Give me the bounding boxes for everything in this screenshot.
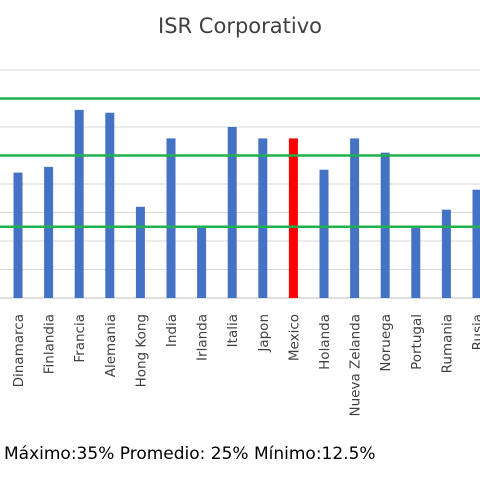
bar-mexico <box>288 138 298 298</box>
category-label: Nueva Zelanda <box>348 314 364 417</box>
bar-rusia <box>472 189 480 298</box>
category-label: Mexico <box>286 314 302 361</box>
category-label: Noruega <box>378 314 394 372</box>
bar-portugal <box>411 226 421 298</box>
summary-text: Máximo:35% Promedio: 25% Mínimo:12.5% <box>4 444 376 464</box>
gridlines <box>0 69 480 299</box>
bars <box>13 109 480 299</box>
bar-dinamarca <box>13 172 23 298</box>
bar-alemania <box>105 112 115 298</box>
category-label: Irlanda <box>195 314 211 361</box>
bar-holanda <box>319 169 329 298</box>
bar-francia <box>74 109 84 299</box>
bar-finlandia <box>44 166 54 298</box>
category-label: Rusia <box>470 314 480 350</box>
bar-noruega <box>380 152 390 298</box>
category-label: Finlandia <box>42 314 58 374</box>
bar-nueva-zelanda <box>350 138 360 298</box>
category-label: Rumania <box>439 314 455 373</box>
category-labels: Dinamarca Finlandia Francia Alemania Hong Ko… <box>11 314 480 417</box>
bar-hong-kong <box>135 206 145 298</box>
category-label: Hong Kong <box>133 314 149 387</box>
category-label: India <box>164 314 180 347</box>
bar-india <box>166 138 176 298</box>
category-label: Dinamarca <box>11 314 27 387</box>
category-label: Holanda <box>317 314 333 370</box>
category-label: Francia <box>72 314 88 363</box>
bar-rumania <box>441 209 451 298</box>
category-label: Japon <box>256 314 272 353</box>
bar-italia <box>227 127 237 298</box>
category-label: Alemania <box>103 314 119 377</box>
bar-irlanda <box>197 226 207 298</box>
chart-title: ISR Corporativo <box>158 14 322 38</box>
bar-japon <box>258 138 268 298</box>
category-label: Portugal <box>409 314 425 370</box>
category-label: Italia <box>225 314 241 347</box>
reference-lines <box>0 97 480 228</box>
